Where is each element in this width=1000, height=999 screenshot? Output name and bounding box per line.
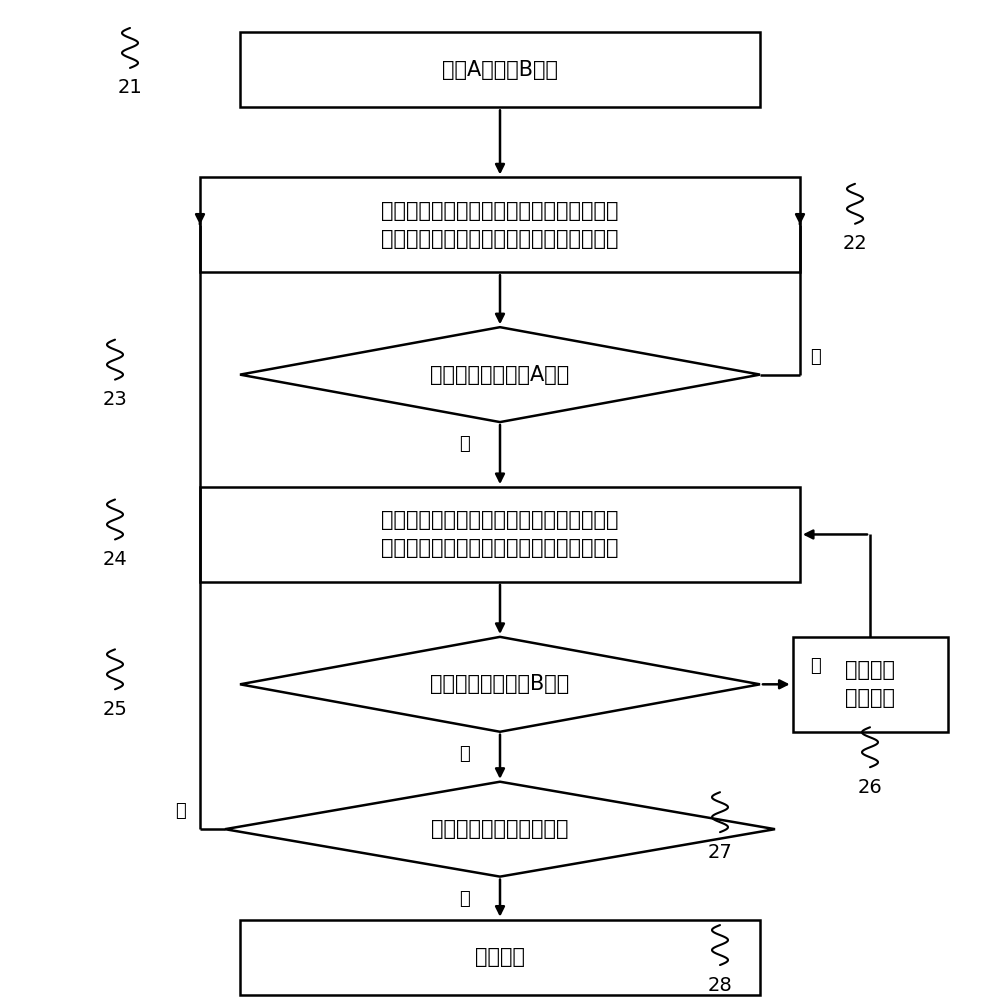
Text: 以较长的时间间隔对硬盘阵列中的硬盘进行
依次上电，并实时检测电源模块的输出电流: 以较长的时间间隔对硬盘阵列中的硬盘进行 依次上电，并实时检测电源模块的输出电流 [381,510,619,558]
Polygon shape [240,637,760,731]
Text: 上电结束: 上电结束 [475,947,525,967]
Text: 25: 25 [103,699,127,719]
Bar [240,919,760,995]
Polygon shape [240,328,760,422]
Text: 以较短的时间间隔对硬盘阵列中的硬盘进行
依次上电，并实时检测电源模块的输出电流: 以较短的时间间隔对硬盘阵列中的硬盘进行 依次上电，并实时检测电源模块的输出电流 [381,201,619,249]
Text: 否: 否 [175,802,185,820]
Text: 28: 28 [708,975,732,995]
Bar [200,487,800,581]
Bar [792,637,948,731]
Bar [200,178,800,272]
Text: 22: 22 [843,234,867,254]
Text: 暂停上电
一段时间: 暂停上电 一段时间 [845,660,895,708]
Text: 24: 24 [103,549,127,569]
Bar [240,32,760,107]
Text: 27: 27 [708,842,732,862]
Text: 23: 23 [103,390,127,410]
Polygon shape [225,781,775,877]
Text: 是: 是 [460,889,470,908]
Text: 是: 是 [810,657,820,675]
Text: 21: 21 [118,78,142,98]
Text: 输出电流是否达到A阈值: 输出电流是否达到A阈值 [430,365,570,385]
Text: 是: 是 [460,435,470,454]
Text: 所有硬盘是否都已经上电: 所有硬盘是否都已经上电 [431,819,569,839]
Text: 输出电流是否达到B阈值: 输出电流是否达到B阈值 [430,674,570,694]
Text: 否: 否 [460,744,470,763]
Text: 26: 26 [858,777,882,797]
Text: 设置A阈值和B阈值: 设置A阈值和B阈值 [442,60,558,80]
Text: 否: 否 [810,348,820,366]
